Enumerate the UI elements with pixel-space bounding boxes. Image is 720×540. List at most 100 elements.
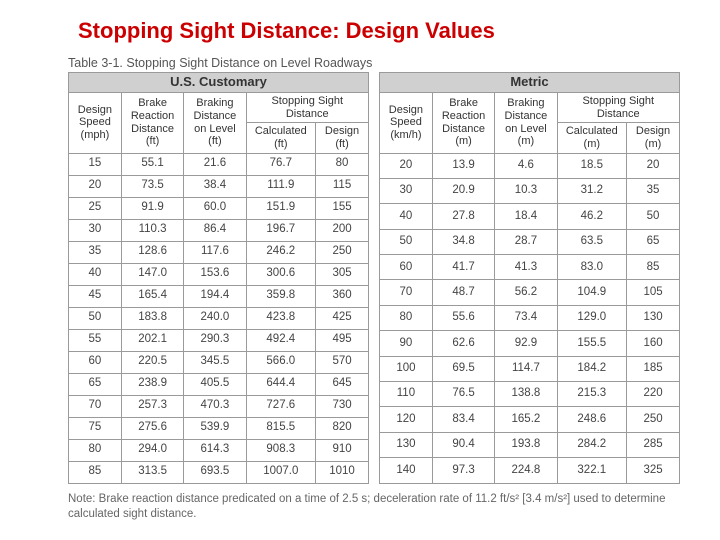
table-cell: 92.9 bbox=[495, 331, 557, 356]
table-cell: 105 bbox=[627, 280, 680, 305]
table-cell: 70 bbox=[69, 395, 122, 417]
table-cell: 313.5 bbox=[121, 461, 183, 483]
table-cell: 45 bbox=[69, 285, 122, 307]
table-cell: 360 bbox=[316, 285, 369, 307]
footnote: Note: Brake reaction distance predicated… bbox=[68, 492, 680, 523]
table-row: 4027.818.446.250 bbox=[380, 204, 680, 229]
table-cell: 60 bbox=[380, 255, 433, 280]
table-cell: 50 bbox=[380, 229, 433, 254]
table-cell: 75 bbox=[69, 417, 122, 439]
table-cell: 18.5 bbox=[557, 153, 627, 178]
table-cell: 566.0 bbox=[246, 351, 316, 373]
table-cell: 69.5 bbox=[432, 356, 494, 381]
table-cell: 220.5 bbox=[121, 351, 183, 373]
table-cell: 110 bbox=[380, 381, 433, 406]
table-cell: 184.2 bbox=[557, 356, 627, 381]
table-cell: 20.9 bbox=[432, 178, 494, 203]
table-cell: 35 bbox=[69, 241, 122, 263]
table-cell: 693.5 bbox=[184, 461, 246, 483]
table-row: 3020.910.331.235 bbox=[380, 178, 680, 203]
table-row: 75275.6539.9815.5820 bbox=[69, 417, 369, 439]
table-cell: 815.5 bbox=[246, 417, 316, 439]
table-row: 2013.94.618.520 bbox=[380, 153, 680, 178]
table-cell: 130 bbox=[380, 432, 433, 457]
table-cell: 155 bbox=[316, 197, 369, 219]
table-cell: 128.6 bbox=[121, 241, 183, 263]
us-header-brake-reaction: Brake Reaction Distance (ft) bbox=[121, 92, 183, 153]
table-cell: 31.2 bbox=[557, 178, 627, 203]
table-cell: 114.7 bbox=[495, 356, 557, 381]
table-cell: 20 bbox=[627, 153, 680, 178]
table-cell: 38.4 bbox=[184, 175, 246, 197]
us-header-ssd-span: Stopping Sight Distance bbox=[246, 92, 369, 122]
table-cell: 91.9 bbox=[121, 197, 183, 219]
table-cell: 70 bbox=[380, 280, 433, 305]
table-cell: 130 bbox=[627, 305, 680, 330]
table-cell: 194.4 bbox=[184, 285, 246, 307]
table-cell: 165.2 bbox=[495, 407, 557, 432]
table-cell: 35 bbox=[627, 178, 680, 203]
table-cell: 60.0 bbox=[184, 197, 246, 219]
metric-header-ssd-design: Design (m) bbox=[627, 123, 680, 153]
table-row: 14097.3224.8322.1325 bbox=[380, 458, 680, 484]
table-cell: 185 bbox=[627, 356, 680, 381]
us-group-header: U.S. Customary bbox=[69, 73, 369, 93]
table-cell: 80 bbox=[69, 439, 122, 461]
table-cell: 155.5 bbox=[557, 331, 627, 356]
table-cell: 110.3 bbox=[121, 219, 183, 241]
table-cell: 21.6 bbox=[184, 153, 246, 175]
table-cell: 20 bbox=[380, 153, 433, 178]
table-cell: 56.2 bbox=[495, 280, 557, 305]
table-row: 8055.673.4129.0130 bbox=[380, 305, 680, 330]
table-cell: 30 bbox=[69, 219, 122, 241]
table-row: 50183.8240.0423.8425 bbox=[69, 307, 369, 329]
table-cell: 151.9 bbox=[246, 197, 316, 219]
us-header-ssd-calc: Calculated (ft) bbox=[246, 123, 316, 153]
table-cell: 539.9 bbox=[184, 417, 246, 439]
table-row: 55202.1290.3492.4495 bbox=[69, 329, 369, 351]
table-cell: 570 bbox=[316, 351, 369, 373]
table-cell: 200 bbox=[316, 219, 369, 241]
us-tbody: 1555.121.676.7802073.538.4111.91152591.9… bbox=[69, 153, 369, 483]
table-cell: 322.1 bbox=[557, 458, 627, 484]
table-row: 40147.0153.6300.6305 bbox=[69, 263, 369, 285]
table-cell: 257.3 bbox=[121, 395, 183, 417]
table-cell: 193.8 bbox=[495, 432, 557, 457]
metric-tbody: 2013.94.618.5203020.910.331.2354027.818.… bbox=[380, 153, 680, 483]
table-cell: 40 bbox=[380, 204, 433, 229]
table-cell: 614.3 bbox=[184, 439, 246, 461]
table-cell: 10.3 bbox=[495, 178, 557, 203]
metric-header-brake-reaction: Brake Reaction Distance (m) bbox=[432, 92, 494, 153]
us-header-braking-on-level: Braking Distance on Level (ft) bbox=[184, 92, 246, 153]
table-cell: 65 bbox=[627, 229, 680, 254]
table-row: 6041.741.383.085 bbox=[380, 255, 680, 280]
table-cell: 300.6 bbox=[246, 263, 316, 285]
table-cell: 83.4 bbox=[432, 407, 494, 432]
table-cell: 41.7 bbox=[432, 255, 494, 280]
table-cell: 908.3 bbox=[246, 439, 316, 461]
table-row: 5034.828.763.565 bbox=[380, 229, 680, 254]
table-cell: 248.6 bbox=[557, 407, 627, 432]
table-cell: 730 bbox=[316, 395, 369, 417]
table-cell: 40 bbox=[69, 263, 122, 285]
table-cell: 910 bbox=[316, 439, 369, 461]
table-row: 45165.4194.4359.8360 bbox=[69, 285, 369, 307]
table-row: 10069.5114.7184.2185 bbox=[380, 356, 680, 381]
page-title: Stopping Sight Distance: Design Values bbox=[78, 18, 680, 44]
table-cell: 215.3 bbox=[557, 381, 627, 406]
table-cell: 73.5 bbox=[121, 175, 183, 197]
table-cell: 28.7 bbox=[495, 229, 557, 254]
table-metric: Metric Design Speed (km/h) Brake Reactio… bbox=[379, 72, 680, 484]
table-row: 60220.5345.5566.0570 bbox=[69, 351, 369, 373]
table-cell: 405.5 bbox=[184, 373, 246, 395]
table-cell: 97.3 bbox=[432, 458, 494, 484]
table-cell: 220 bbox=[627, 381, 680, 406]
table-cell: 63.5 bbox=[557, 229, 627, 254]
metric-header-ssd-span: Stopping Sight Distance bbox=[557, 92, 680, 122]
table-cell: 250 bbox=[316, 241, 369, 263]
table-row: 11076.5138.8215.3220 bbox=[380, 381, 680, 406]
table-cell: 83.0 bbox=[557, 255, 627, 280]
table-cell: 55.1 bbox=[121, 153, 183, 175]
table-cell: 73.4 bbox=[495, 305, 557, 330]
table-row: 1555.121.676.780 bbox=[69, 153, 369, 175]
